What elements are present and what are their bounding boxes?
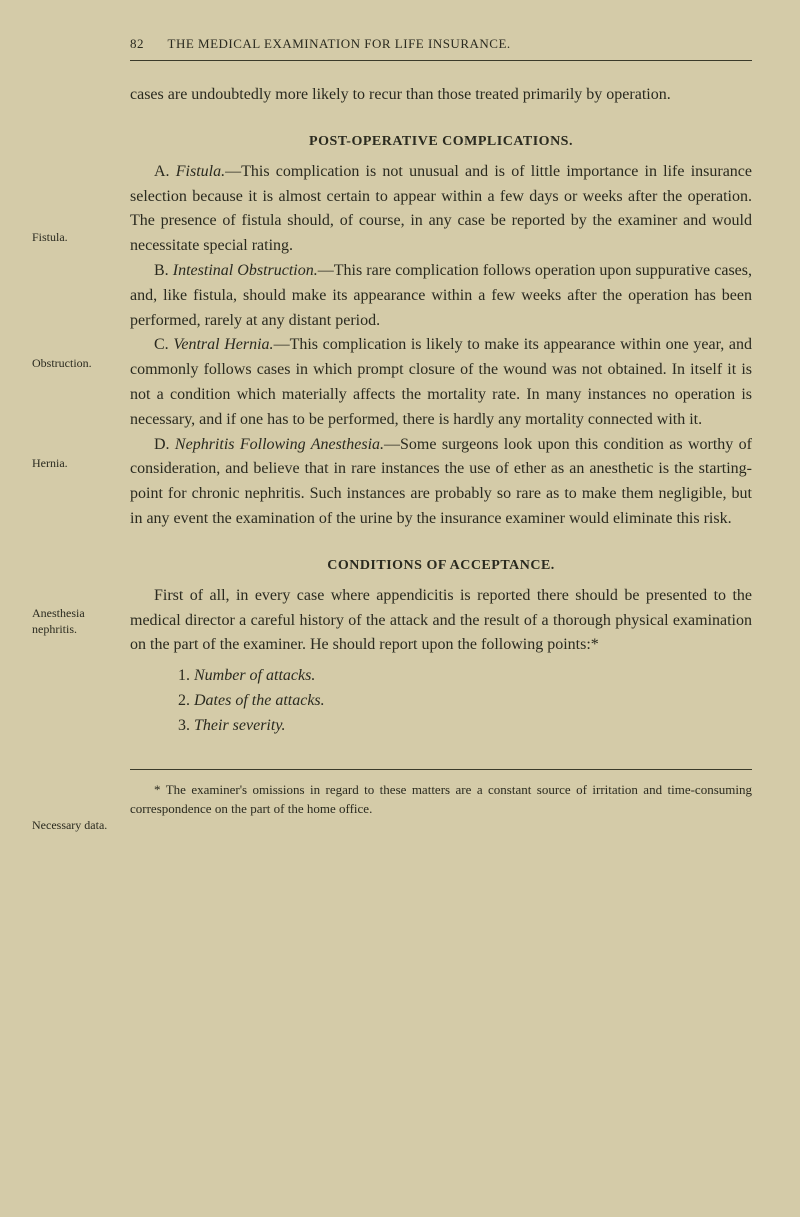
complication-paragraph: A. Fistula.—This complication is not unu… [130,160,752,259]
item-label: D. [154,436,175,453]
item-term: Nephritis Following Anesthesia. [175,436,384,453]
header-divider [130,60,752,61]
footnote-divider [130,769,752,770]
page-header: 82 THE MEDICAL EXAMINATION FOR LIFE INSU… [130,36,752,52]
item-label: A. [154,163,176,180]
section-heading-complications: POST-OPERATIVE COMPLICATIONS. [130,134,752,150]
footnote-text: * The examiner's omissions in regard to … [130,780,752,819]
list-text: Number of attacks. [194,667,315,684]
page-number: 82 [130,36,144,52]
item-term: Intestinal Obstruction. [173,262,318,279]
list-number: 1. [178,667,194,684]
list-item: 1. Number of attacks. [178,664,752,689]
list-text: Their severity. [194,717,286,734]
section-heading-conditions: CONDITIONS OF ACCEPTANCE. [130,558,752,574]
complication-paragraph: D. Nephritis Following Anesthesia.—Some … [130,433,752,532]
margin-note: Fistula. [32,230,122,246]
item-label: B. [154,262,173,279]
margin-note: Obstruction. [32,356,122,372]
margin-note: Anesthesia nephritis. [32,606,122,637]
conditions-list: 1. Number of attacks.2. Dates of the att… [178,664,752,738]
margin-note-necessary-data: Necessary data. [32,818,122,834]
item-term: Fistula. [176,163,225,180]
intro-paragraph: cases are undoubtedly more likely to rec… [130,83,752,108]
running-title: THE MEDICAL EXAMINATION FOR LIFE INSURAN… [168,36,511,51]
list-item: 3. Their severity. [178,714,752,739]
conditions-paragraph: First of all, in every case where append… [130,584,752,658]
margin-note: Hernia. [32,456,122,472]
list-number: 3. [178,717,194,734]
complication-paragraph: B. Intestinal Obstruction.—This rare com… [130,259,752,333]
list-text: Dates of the attacks. [194,692,325,709]
complication-paragraph: C. Ventral Hernia.—This complication is … [130,333,752,432]
item-label: C. [154,336,173,353]
list-number: 2. [178,692,194,709]
item-term: Ventral Hernia. [173,336,273,353]
list-item: 2. Dates of the attacks. [178,689,752,714]
